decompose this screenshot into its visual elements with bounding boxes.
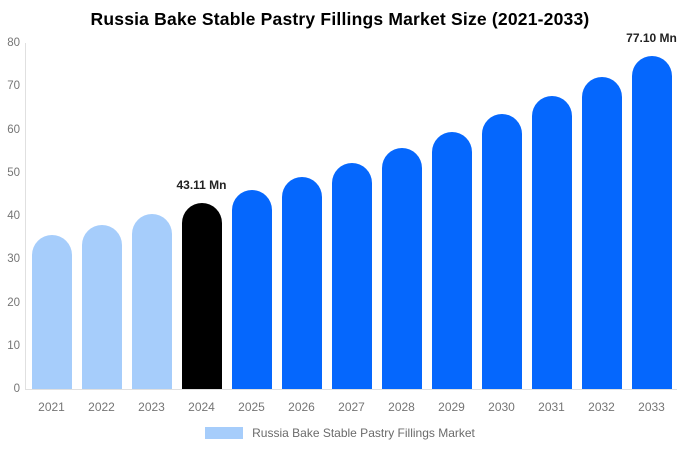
bar-2026[interactable] — [281, 176, 322, 389]
bar-2029[interactable] — [431, 131, 472, 389]
legend-swatch — [205, 427, 244, 439]
bar-2025[interactable] — [231, 190, 272, 389]
y-axis-line — [25, 43, 26, 390]
x-tick-label: 2028 — [388, 400, 415, 414]
bar-2021[interactable] — [31, 235, 72, 389]
bar-2022[interactable] — [81, 225, 122, 389]
x-tick-label: 2024 — [188, 400, 215, 414]
y-tick-label: 70 — [7, 80, 20, 93]
x-tick-label: 2029 — [438, 400, 465, 414]
x-tick-label: 2023 — [138, 400, 165, 414]
bar-2033[interactable] — [631, 55, 672, 389]
y-tick-label: 10 — [7, 339, 20, 352]
x-tick-label: 2025 — [238, 400, 265, 414]
bar-value-label-2024: 43.11 Mn — [176, 177, 227, 192]
y-tick-label: 60 — [7, 123, 20, 136]
x-tick-label: 2033 — [638, 400, 665, 414]
bar-value-label-2033: 77.10 Mn — [626, 30, 677, 45]
legend-label: Russia Bake Stable Pastry Fillings Marke… — [252, 426, 475, 440]
y-tick-label: 50 — [7, 166, 20, 179]
x-tick-label: 2030 — [488, 400, 515, 414]
x-tick-label: 2021 — [38, 400, 65, 414]
y-tick-label: 0 — [13, 383, 20, 395]
x-tick-label: 2027 — [338, 400, 365, 414]
bar-2028[interactable] — [381, 147, 422, 389]
bar-2030[interactable] — [481, 114, 522, 389]
y-tick-label: 20 — [7, 296, 20, 309]
y-tick-label: 80 — [7, 37, 20, 49]
legend-item[interactable]: Russia Bake Stable Pastry Fillings Marke… — [0, 424, 680, 442]
bar-2031[interactable] — [531, 96, 572, 389]
chart-title: Russia Bake Stable Pastry Fillings Marke… — [90, 9, 590, 29]
x-tick-label: 2026 — [288, 400, 315, 414]
x-tick-label: 2032 — [588, 400, 615, 414]
x-axis-line — [25, 389, 677, 390]
x-tick-label: 2031 — [538, 400, 565, 414]
y-tick-label: 30 — [7, 253, 20, 266]
x-tick-label: 2022 — [88, 400, 115, 414]
y-tick-label: 40 — [7, 210, 20, 222]
bar-2032[interactable] — [581, 76, 622, 389]
bar-2027[interactable] — [331, 162, 372, 389]
bar-2023[interactable] — [131, 214, 172, 389]
bar-2024[interactable] — [181, 202, 222, 389]
